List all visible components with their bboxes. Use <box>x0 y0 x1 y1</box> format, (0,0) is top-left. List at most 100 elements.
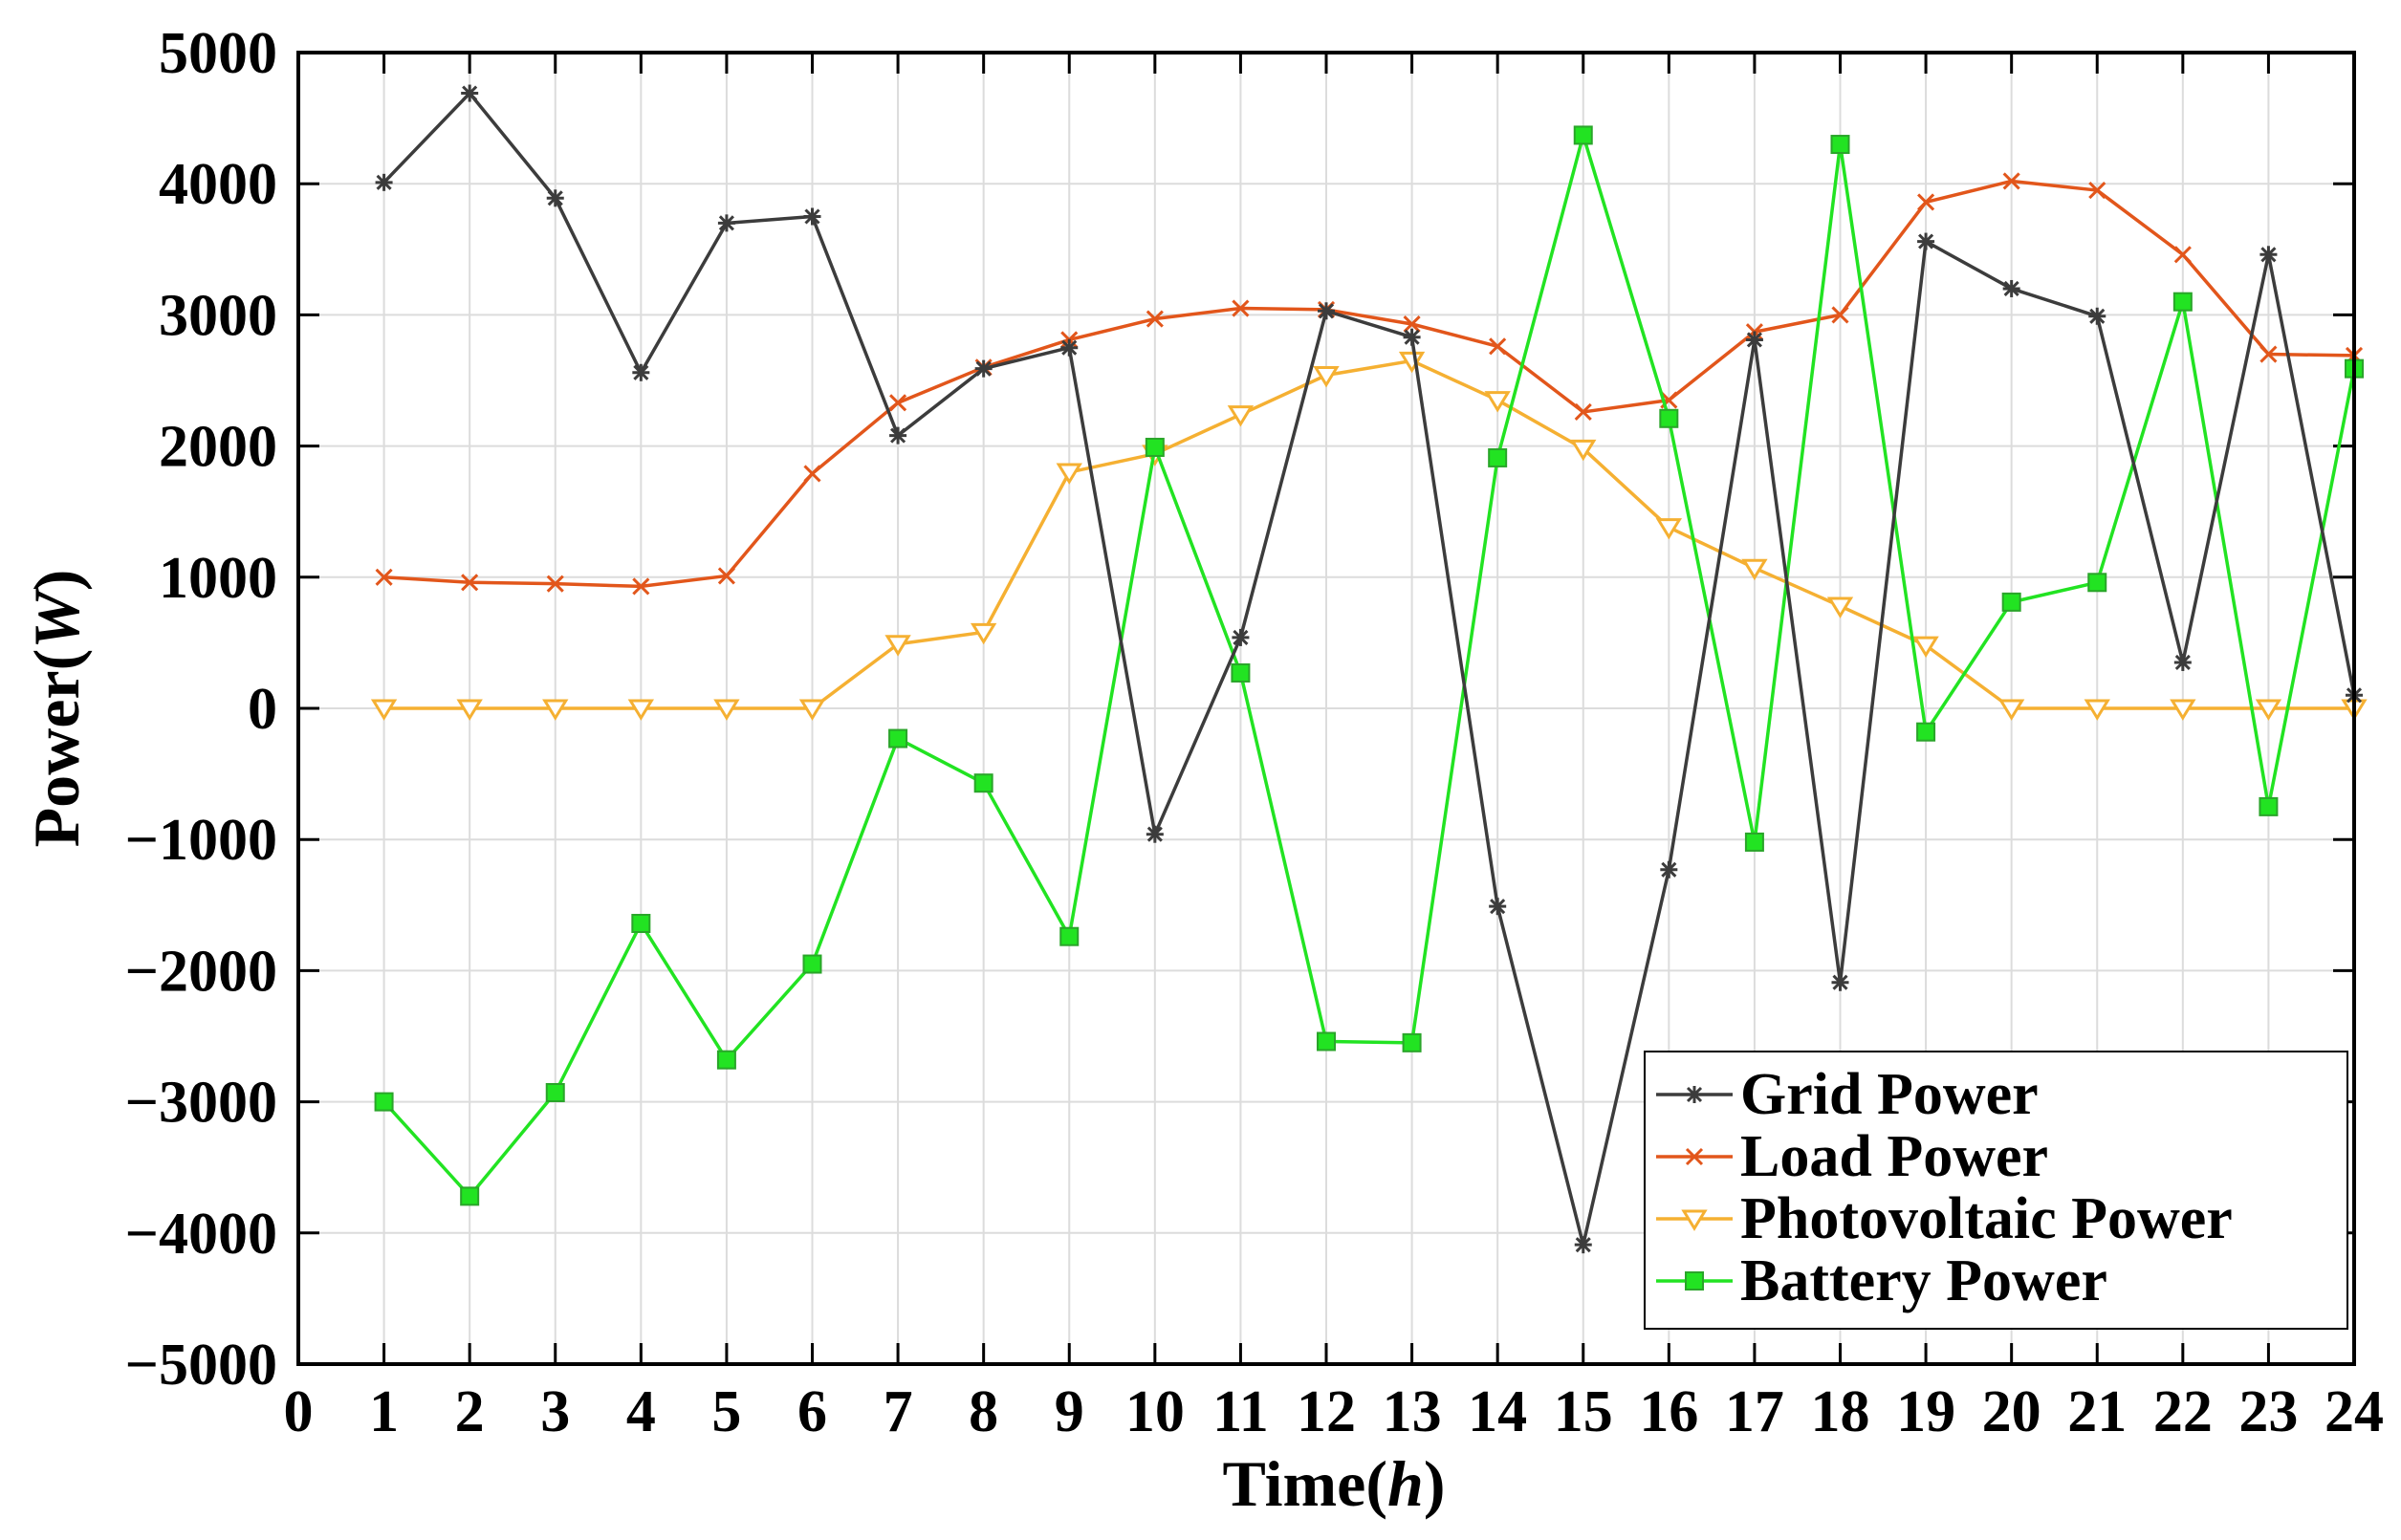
data-point-photovoltaic-power <box>1484 391 1511 413</box>
data-point-photovoltaic-power <box>798 699 826 721</box>
data-point-battery-power <box>973 773 993 793</box>
data-point-battery-power <box>1744 832 1764 852</box>
x-tick-label: 7 <box>884 1379 913 1444</box>
legend-label-grid-power: Grid Power <box>1740 1062 2039 1127</box>
data-point-photovoltaic-power <box>1741 558 1768 581</box>
y-tick-label: 3000 <box>159 283 277 348</box>
x-tick-label: 3 <box>540 1379 570 1444</box>
data-point-grid-power <box>1745 331 1763 349</box>
marker-stroke <box>461 574 479 592</box>
data-point-load-power <box>2002 172 2020 190</box>
marker-stroke <box>633 364 649 380</box>
data-point-photovoltaic-power <box>456 699 483 721</box>
x-tick-label: 12 <box>1297 1379 1356 1444</box>
y-tick-label: 0 <box>248 677 277 742</box>
marker-stroke <box>1318 303 1335 319</box>
x-tick-label: 24 <box>2325 1379 2384 1444</box>
legend-marker-battery-power <box>1685 1271 1704 1291</box>
data-point-battery-power <box>1402 1032 1422 1052</box>
data-point-photovoltaic-power <box>970 622 997 645</box>
x-axis-unit: h <box>1387 1447 1424 1520</box>
marker-stroke <box>462 85 478 101</box>
x-tick-label: 9 <box>1055 1379 1084 1444</box>
data-point-load-power <box>1489 337 1507 356</box>
data-point-photovoltaic-power <box>1655 518 1683 540</box>
y-axis-unit: W <box>20 587 93 649</box>
marker-stroke <box>2003 280 2019 297</box>
data-point-grid-power <box>1917 232 1935 250</box>
y-tick-label: −2000 <box>125 939 277 1004</box>
data-point-battery-power <box>888 728 908 748</box>
marker-stroke <box>1146 310 1164 328</box>
x-tick-label: 20 <box>1982 1379 2041 1444</box>
data-point-photovoltaic-power <box>627 699 655 721</box>
marker-stroke <box>1574 402 1592 421</box>
data-point-battery-power <box>460 1186 480 1206</box>
marker-stroke <box>375 568 393 586</box>
data-point-battery-power <box>2087 573 2107 593</box>
marker-stroke <box>890 427 906 444</box>
marker-stroke <box>2259 345 2278 363</box>
marker-stroke <box>1146 826 1163 842</box>
marker-stroke <box>1575 1237 1591 1253</box>
data-point-load-power <box>717 567 735 585</box>
data-point-grid-power <box>2088 307 2106 325</box>
marker-stroke <box>1918 233 1934 249</box>
series-photovoltaic-power <box>370 351 2368 721</box>
data-point-photovoltaic-power <box>2084 699 2110 721</box>
series-line-load-power <box>383 179 2355 589</box>
x-axis-label-text: Time <box>1223 1447 1366 1520</box>
x-tick-label: 10 <box>1125 1379 1185 1444</box>
x-tick-label: 6 <box>797 1379 827 1444</box>
y-tick-label: 4000 <box>159 152 277 217</box>
marker-stroke <box>804 208 820 225</box>
data-point-photovoltaic-power <box>1570 439 1597 462</box>
marker-stroke <box>2173 246 2192 264</box>
legend-box <box>1644 1051 2348 1330</box>
marker-stroke <box>1489 337 1507 356</box>
tick-labels: 0 1 2 3 4 5 6 7 8 9 10 11 12 13 14 15 16 17 18 19 20 21 22 23 24… <box>125 21 2384 1444</box>
x-tick-label: 16 <box>1639 1379 1698 1444</box>
data-point-grid-power <box>546 189 564 207</box>
data-point-battery-power <box>1231 662 1251 683</box>
x-tick-label: 1 <box>369 1379 399 1444</box>
series-line-photovoltaic-power <box>383 358 2354 710</box>
data-point-photovoltaic-power <box>713 699 740 721</box>
data-point-load-power <box>1232 299 1250 317</box>
marker-stroke <box>547 190 563 206</box>
data-point-grid-power <box>1060 338 1079 357</box>
data-point-grid-power <box>1232 628 1250 646</box>
series-line-grid-power <box>382 91 2356 1247</box>
data-point-load-power <box>632 577 650 596</box>
x-axis-label: Time(h) <box>1223 1447 1446 1520</box>
marker-stroke <box>2088 181 2106 200</box>
data-point-photovoltaic-power <box>2255 699 2282 721</box>
data-point-load-power <box>461 574 479 592</box>
data-point-grid-power <box>1574 1236 1592 1254</box>
marker-stroke <box>2002 172 2020 190</box>
data-point-photovoltaic-power <box>1056 463 1082 485</box>
legend-label-photovoltaic-power: Photovoltaic Power <box>1740 1186 2233 1251</box>
data-point-battery-power <box>1830 135 1850 155</box>
data-point-load-power <box>2259 345 2278 363</box>
legend-label-battery-power: Battery Power <box>1740 1248 2107 1313</box>
data-point-load-power <box>2088 181 2106 200</box>
y-axis-label-text: Power <box>20 670 93 847</box>
x-tick-label: 8 <box>969 1379 998 1444</box>
data-point-battery-power <box>631 914 651 934</box>
x-tick-label: 2 <box>455 1379 485 1444</box>
data-point-grid-power <box>1489 898 1507 916</box>
marker-stroke <box>1061 339 1078 356</box>
x-tick-label: 17 <box>1725 1379 1784 1444</box>
data-point-load-power <box>1831 306 1849 324</box>
legend-label-load-power: Load Power <box>1740 1124 2048 1189</box>
x-tick-label: 15 <box>1554 1379 1613 1444</box>
data-point-grid-power <box>1403 328 1421 346</box>
marker-stroke <box>1917 193 1935 211</box>
data-point-grid-power <box>632 363 650 381</box>
marker-stroke <box>1404 329 1420 345</box>
data-point-photovoltaic-power <box>1227 405 1255 427</box>
data-point-grid-power <box>2002 279 2020 297</box>
data-point-battery-power <box>1059 926 1080 946</box>
